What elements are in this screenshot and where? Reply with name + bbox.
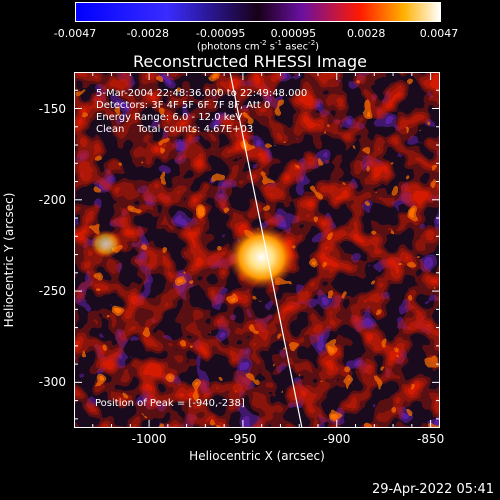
y-tick-label: -250 — [38, 284, 66, 299]
x-tick-label: -900 — [323, 432, 351, 446]
heatmap-plot — [74, 72, 440, 428]
footer-timestamp: 29-Apr-2022 05:41 — [372, 482, 494, 497]
colorbar-tick-label: 0.0028 — [346, 27, 386, 40]
peak-source — [227, 225, 296, 290]
colorbar-tick-label: -0.0047 — [53, 27, 97, 40]
y-tick-label: -200 — [38, 192, 66, 207]
y-axis-label: Heliocentric Y (arcsec) — [2, 192, 16, 328]
solar-limb-line — [229, 72, 303, 428]
y-tick-label: -300 — [38, 375, 66, 390]
annotation-detectors: Detectors: 3F 4F 5F 6F 7F 8F, Att 0 — [96, 100, 271, 111]
annotation-clean: Clean Total counts: 4.67E+03 — [96, 124, 254, 135]
secondary-source — [90, 230, 122, 258]
colorbar-gradient — [75, 2, 441, 22]
annotation-energy: Energy Range: 6.0 - 12.0 keV — [96, 112, 243, 123]
colorbar-tick-label: 0.00095 — [270, 27, 317, 40]
x-tick-label: -950 — [229, 432, 257, 446]
colorbar — [75, 2, 441, 22]
x-axis-label: Heliocentric X (arcsec) — [189, 449, 325, 463]
y-tick-label: -150 — [38, 101, 66, 116]
colorbar-tick-label: 0.0047 — [419, 27, 459, 40]
x-tick-label: -1000 — [131, 432, 167, 446]
peak-position-label: Position of Peak = [-940,-238] — [95, 398, 245, 409]
colorbar-tick-label: -0.0028 — [126, 27, 170, 40]
chart-title: Reconstructed RHESSI Image — [133, 52, 367, 71]
annotation-time: 5-Mar-2004 22:48:36.000 to 22:49:48.000 — [96, 88, 308, 99]
colorbar-tick-label: -0.00095 — [195, 27, 246, 40]
colorbar-unit-label: (photons cm-2 s-1 asec-2) — [196, 39, 320, 53]
plot-frame — [74, 72, 440, 428]
x-tick-label: -850 — [416, 432, 445, 446]
